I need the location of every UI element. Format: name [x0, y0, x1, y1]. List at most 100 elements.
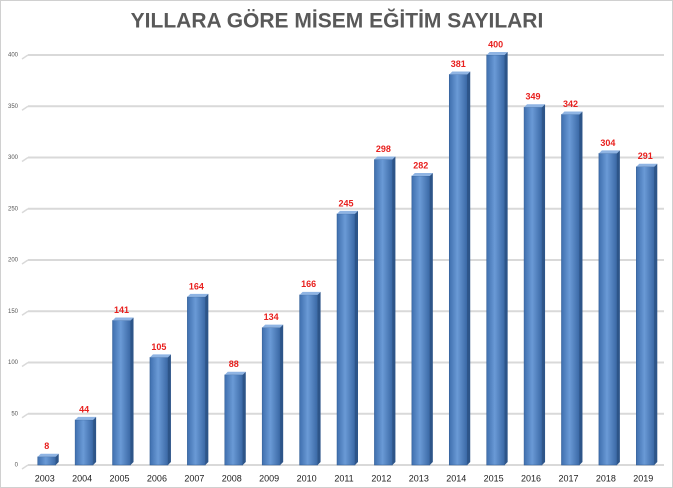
x-tick-label: 2012 [371, 473, 391, 483]
grid-line-depth [21, 156, 29, 163]
bar-side [205, 293, 209, 465]
x-tick-label: 2019 [633, 473, 653, 483]
data-label: 8 [44, 441, 49, 451]
bar-top [149, 354, 171, 358]
bar-side [55, 453, 59, 465]
bar-side [280, 324, 284, 465]
grid-line-depth [21, 361, 29, 368]
data-label: 105 [151, 342, 166, 352]
x-tick-label: 2004 [72, 473, 92, 483]
x-tick-label: 2013 [409, 473, 429, 483]
bar [486, 54, 505, 466]
bar-side [317, 291, 321, 465]
data-label: 44 [79, 404, 89, 414]
y-tick-label: 200 [8, 258, 19, 264]
x-tick-label: 2017 [558, 473, 578, 483]
grid-line-depth [21, 310, 29, 316]
bar [261, 327, 281, 466]
x-tick-label: 2007 [184, 473, 204, 483]
bar [74, 419, 94, 466]
x-tick-label: 2008 [222, 473, 242, 483]
grid-line-depth [21, 208, 29, 214]
data-label: 291 [638, 151, 653, 161]
bar-top [337, 210, 358, 214]
y-tick-label: 250 [8, 206, 19, 212]
bar [523, 107, 543, 466]
data-label: 304 [600, 138, 615, 148]
bar-top [636, 163, 658, 167]
bar [149, 357, 169, 466]
y-tick-label: 50 [11, 411, 18, 417]
bar-side [467, 71, 471, 465]
bar [561, 114, 580, 466]
bar-side [429, 172, 433, 465]
y-tick-label: 0 [15, 463, 19, 469]
bar-side [504, 52, 508, 465]
bar [112, 320, 131, 466]
data-label: 164 [189, 281, 204, 291]
y-tick-label: 400 [8, 53, 19, 59]
bar-side [130, 317, 134, 465]
data-label: 141 [114, 305, 129, 315]
data-label: 245 [338, 198, 353, 208]
data-label: 282 [413, 160, 428, 170]
bar [37, 456, 56, 466]
bar-top [187, 293, 209, 297]
bar [224, 374, 244, 466]
bar-top [224, 371, 246, 375]
x-tick-label: 2016 [521, 473, 541, 483]
bar-top [486, 52, 508, 55]
grid-line-depth [21, 464, 29, 470]
bar [299, 294, 318, 466]
data-label: 166 [301, 279, 316, 289]
data-label: 134 [264, 312, 279, 322]
grid-line-depth [21, 54, 29, 60]
bar-side [616, 150, 620, 465]
bar-side [542, 104, 546, 466]
y-tick-label: 150 [8, 309, 19, 315]
x-tick-label: 2010 [297, 473, 317, 483]
bar-top [411, 172, 433, 176]
bar [374, 159, 393, 466]
grid-line-depth [21, 105, 29, 111]
bar-top [561, 111, 583, 115]
y-tick-label: 300 [8, 155, 19, 161]
bar-side [579, 111, 583, 465]
bar-top [37, 453, 59, 457]
bar-side [392, 156, 396, 466]
bar-side [355, 210, 358, 465]
data-label: 342 [563, 99, 578, 109]
data-label: 381 [451, 59, 466, 69]
bar [187, 296, 206, 466]
x-tick-label: 2003 [35, 473, 55, 483]
bar-top [112, 317, 134, 321]
bar [636, 166, 655, 466]
bar [598, 153, 618, 466]
bar-top [524, 104, 546, 108]
y-tick-label: 350 [8, 104, 19, 110]
grid-line-depth [21, 413, 29, 419]
data-label: 349 [526, 92, 541, 102]
data-label: 88 [229, 359, 239, 369]
data-label: 298 [376, 144, 391, 154]
x-tick-label: 2018 [596, 473, 616, 483]
bar-side [93, 416, 97, 465]
x-tick-label: 2011 [334, 473, 353, 483]
y-tick-label: 100 [8, 360, 19, 366]
bar-side [654, 163, 658, 465]
bar [336, 213, 356, 466]
x-tick-label: 2009 [259, 473, 279, 483]
bar-side [167, 354, 171, 465]
bar-top [449, 71, 471, 75]
bar-top [598, 150, 620, 154]
bar-side [242, 371, 246, 465]
bar [411, 175, 431, 466]
grid-line-depth [21, 259, 29, 265]
x-tick-label: 2014 [446, 473, 466, 483]
x-tick-label: 2015 [484, 473, 504, 483]
chart-title: YILLARA GÖRE MİSEM EĞİTİM SAYILARI [131, 9, 544, 33]
bar [448, 74, 468, 466]
x-tick-label: 2005 [110, 473, 130, 483]
